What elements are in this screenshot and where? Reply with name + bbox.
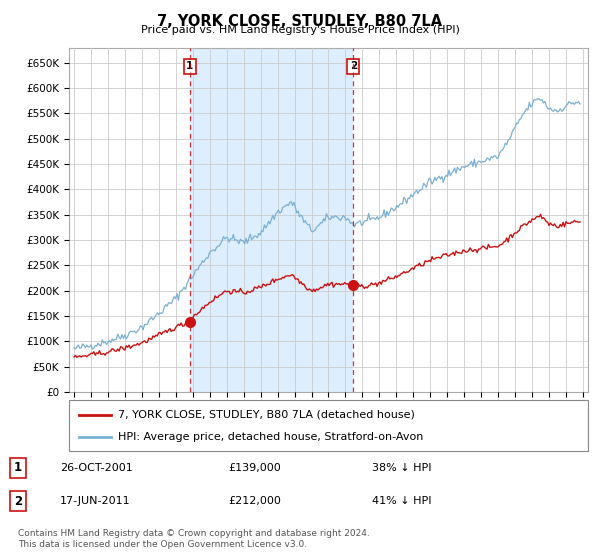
Text: 7, YORK CLOSE, STUDLEY, B80 7LA (detached house): 7, YORK CLOSE, STUDLEY, B80 7LA (detache… <box>118 409 415 419</box>
Text: 1: 1 <box>186 62 193 71</box>
Text: 38% ↓ HPI: 38% ↓ HPI <box>372 463 431 473</box>
Text: 1: 1 <box>14 461 22 474</box>
Text: HPI: Average price, detached house, Stratford-on-Avon: HPI: Average price, detached house, Stra… <box>118 432 424 442</box>
Text: Price paid vs. HM Land Registry's House Price Index (HPI): Price paid vs. HM Land Registry's House … <box>140 25 460 35</box>
Text: Contains HM Land Registry data © Crown copyright and database right 2024.
This d: Contains HM Land Registry data © Crown c… <box>18 529 370 549</box>
Text: 17-JUN-2011: 17-JUN-2011 <box>60 496 131 506</box>
Text: 41% ↓ HPI: 41% ↓ HPI <box>372 496 431 506</box>
Text: 2: 2 <box>14 494 22 508</box>
Text: £212,000: £212,000 <box>228 496 281 506</box>
Text: 2: 2 <box>350 62 357 71</box>
Bar <box>190 48 353 392</box>
Text: £139,000: £139,000 <box>228 463 281 473</box>
FancyBboxPatch shape <box>69 400 588 451</box>
Text: 7, YORK CLOSE, STUDLEY, B80 7LA: 7, YORK CLOSE, STUDLEY, B80 7LA <box>157 14 443 29</box>
Text: 26-OCT-2001: 26-OCT-2001 <box>60 463 133 473</box>
